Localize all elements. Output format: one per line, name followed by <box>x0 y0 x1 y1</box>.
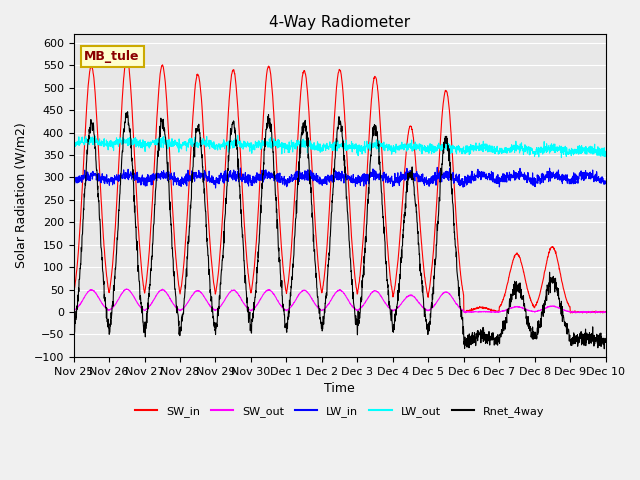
SW_in <box>123 56 131 61</box>
Rnet_4way <box>602 339 609 345</box>
Rnet_4way <box>367 157 374 163</box>
Rnet_4way <box>570 336 577 342</box>
Rnet_4way <box>555 296 563 302</box>
LW_out <box>367 144 374 149</box>
Rnet_4way <box>218 257 226 263</box>
SW_out <box>367 291 374 297</box>
Line: LW_out: LW_out <box>74 135 605 157</box>
LW_out <box>355 142 363 148</box>
SW_in <box>570 309 577 314</box>
LW_out <box>555 145 563 151</box>
Text: MB_tule: MB_tule <box>84 50 140 63</box>
SW_in <box>355 281 363 287</box>
SW_out <box>70 308 77 313</box>
LW_in <box>433 165 441 170</box>
Rnet_4way <box>70 328 77 334</box>
LW_in <box>355 180 363 185</box>
SW_out <box>572 310 580 315</box>
Line: Rnet_4way: Rnet_4way <box>74 112 605 349</box>
SW_out <box>494 309 502 315</box>
LW_in <box>218 173 226 179</box>
X-axis label: Time: Time <box>324 382 355 395</box>
SW_in <box>70 290 77 296</box>
Rnet_4way <box>355 321 363 326</box>
SW_in <box>566 310 574 316</box>
LW_in <box>495 180 502 185</box>
LW_in <box>212 185 220 191</box>
SW_in <box>555 262 563 268</box>
SW_out <box>602 309 609 315</box>
SW_out <box>355 306 363 312</box>
LW_out <box>70 141 77 147</box>
LW_out <box>570 148 577 154</box>
SW_out <box>555 304 563 310</box>
Rnet_4way <box>600 346 608 352</box>
LW_in <box>70 179 77 184</box>
SW_in <box>218 219 226 225</box>
LW_out <box>602 149 609 155</box>
SW_out <box>123 286 131 292</box>
Line: LW_in: LW_in <box>74 168 605 188</box>
Title: 4-Way Radiometer: 4-Way Radiometer <box>269 15 410 30</box>
SW_out <box>570 309 577 315</box>
LW_out <box>494 149 502 155</box>
Rnet_4way <box>124 109 131 115</box>
LW_in <box>602 179 609 184</box>
SW_in <box>602 309 609 315</box>
Rnet_4way <box>494 338 502 344</box>
Line: SW_out: SW_out <box>74 289 605 312</box>
LW_in <box>367 173 374 179</box>
Line: SW_in: SW_in <box>74 59 605 313</box>
SW_in <box>494 309 502 314</box>
Legend: SW_in, SW_out, LW_in, LW_out, Rnet_4way: SW_in, SW_out, LW_in, LW_out, Rnet_4way <box>131 401 549 421</box>
LW_in <box>555 174 563 180</box>
LW_out <box>234 132 241 138</box>
SW_out <box>218 301 226 307</box>
LW_in <box>570 170 577 176</box>
Y-axis label: Solar Radiation (W/m2): Solar Radiation (W/m2) <box>15 122 28 268</box>
SW_in <box>367 110 374 116</box>
LW_out <box>218 142 226 148</box>
LW_out <box>557 155 565 160</box>
